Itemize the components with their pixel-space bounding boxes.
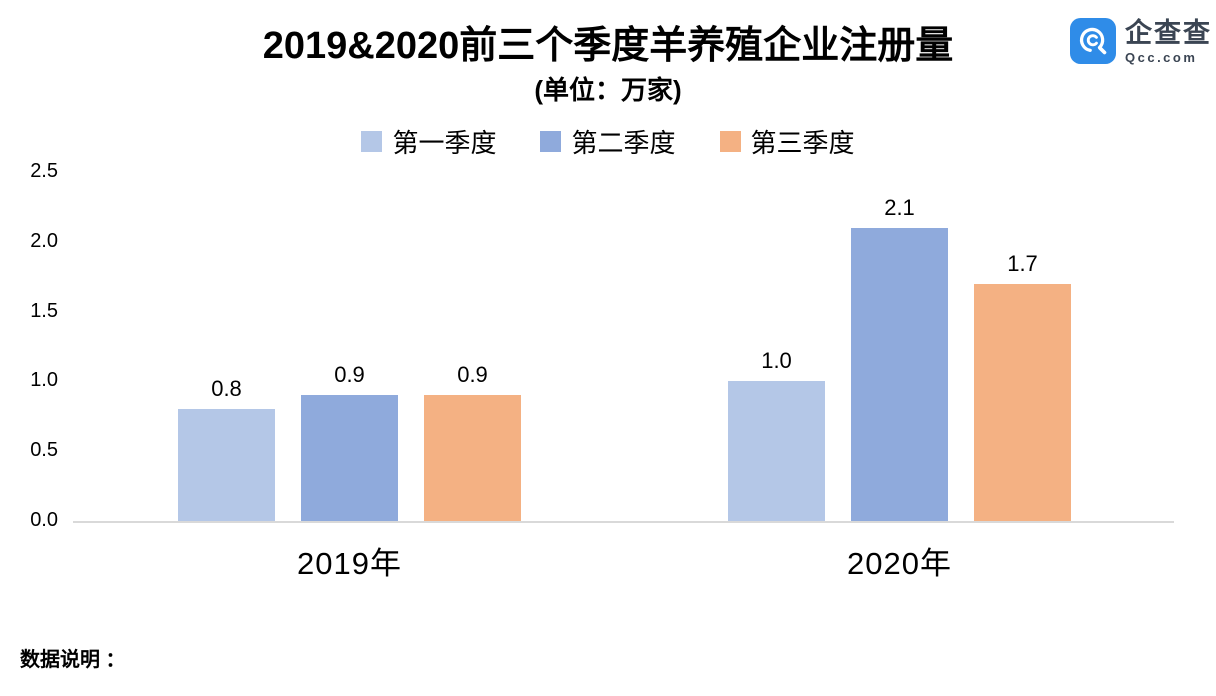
chart-subtitle: (单位：万家) [534,75,682,105]
legend-label-q3: 第三季度 [750,128,855,158]
qcc-logo: 企查查 Qcc.com [1070,18,1212,69]
y-tick-label: 0.0 [30,509,58,531]
bar-2020年-第三季度 [974,284,1071,521]
y-tick-label: 1.0 [30,369,58,392]
legend-item-q3: 第三季度 [719,123,855,160]
legend-label-q2: 第二季度 [571,128,676,158]
bar-2020年-第二季度 [851,228,948,521]
bar-value-label: 2.1 [884,195,915,220]
chart-title: 2019&2020前三个季度羊养殖企业注册量 [262,25,954,67]
legend-swatch-q3 [719,131,741,152]
y-tick-label: 1.5 [30,299,58,322]
legend-label-q1: 第一季度 [392,128,497,158]
x-axis-label-2019年: 2019年 [297,546,402,581]
y-tick-label: 0.5 [30,439,58,462]
y-tick-label: 2.5 [30,160,58,182]
bar-value-label: 1.7 [1007,251,1038,276]
x-axis-label-2020年: 2020年 [847,546,952,581]
logo-text: 企查查 Qcc.com [1125,18,1212,65]
chart-legend: 第一季度 第二季度 第三季度 [0,123,1216,160]
legend-swatch-q1 [361,131,383,152]
bar-value-label: 1.0 [761,348,792,373]
bar-value-label: 0.9 [457,362,488,387]
y-tick-label: 2.0 [30,229,58,252]
legend-item-q2: 第二季度 [540,123,676,160]
data-notes: 数据说明 ： 1、仅统计关键词为“羊养殖”的在业、存续企业 2、统计时间 202… [20,583,456,696]
logo-domain: Qcc.com [1125,50,1198,65]
legend-swatch-q2 [540,131,562,152]
legend-item-q1: 第一季度 [361,123,496,160]
logo-name: 企查查 [1125,18,1212,48]
bar-2019年-第三季度 [424,395,521,521]
bar-value-label: 0.8 [211,376,242,401]
bar-2019年-第一季度 [178,409,275,521]
bar-value-label: 0.9 [334,362,365,387]
qcc-magnifier-q-icon [1070,18,1116,69]
x-axis-line [73,521,1174,523]
bar-2019年-第二季度 [301,395,398,521]
bar-2020年-第一季度 [728,381,825,521]
notes-line-1: 数据说明 ： [20,649,126,671]
